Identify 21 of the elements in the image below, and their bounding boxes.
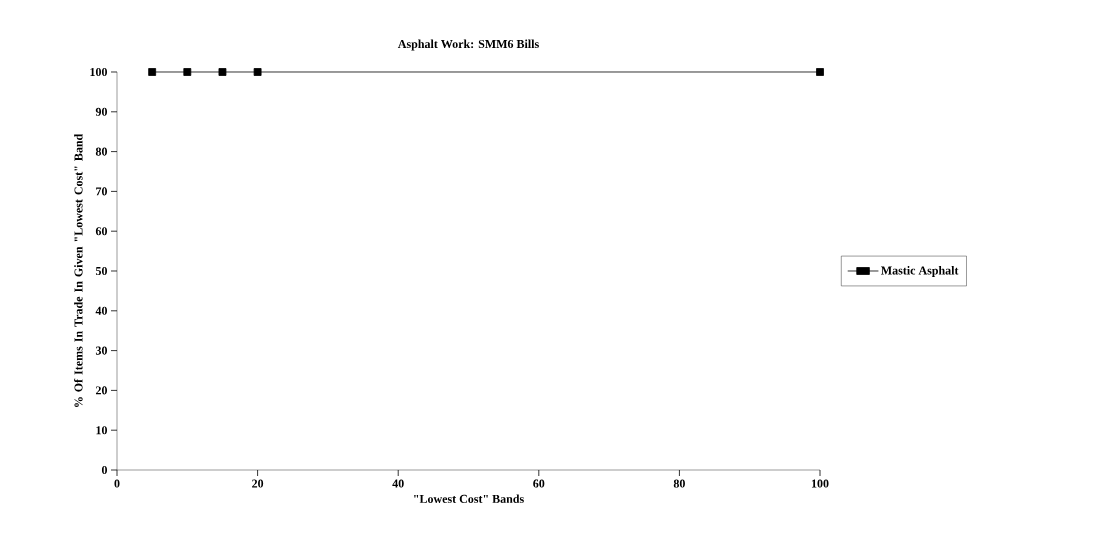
- y-tick-label: 20: [95, 386, 108, 395]
- x-tick-label: 80: [673, 479, 685, 488]
- y-tick-label: 90: [95, 107, 108, 116]
- x-tick-label: 20: [252, 479, 264, 488]
- chart-title: Asphalt Work: SMM6 Bills: [397, 39, 539, 51]
- x-axis-title: "Lowest Cost" Bands: [414, 494, 524, 503]
- y-axis-title: % Of Items In Trade In Given "Lowest Cost" Band: [73, 133, 83, 407]
- y-tick-label: 80: [95, 147, 108, 156]
- y-tick-label: 50: [95, 266, 108, 276]
- y-tick-label: 70: [96, 187, 108, 196]
- y-tick-label: 10: [96, 426, 108, 435]
- x-tick-label: 0: [114, 479, 120, 488]
- x-tick-label: 40: [392, 479, 404, 488]
- y-tick-label: 40: [95, 306, 108, 315]
- y-tick-label: 100: [90, 67, 108, 77]
- x-tick-label: 60: [533, 479, 545, 488]
- y-tick-label: 30: [95, 346, 108, 355]
- y-tick-label: 60: [95, 227, 108, 236]
- legend-label: Mastic Asphalt: [881, 266, 959, 277]
- x-tick-label: 100: [811, 479, 829, 488]
- y-tick-label: 0: [101, 465, 108, 475]
